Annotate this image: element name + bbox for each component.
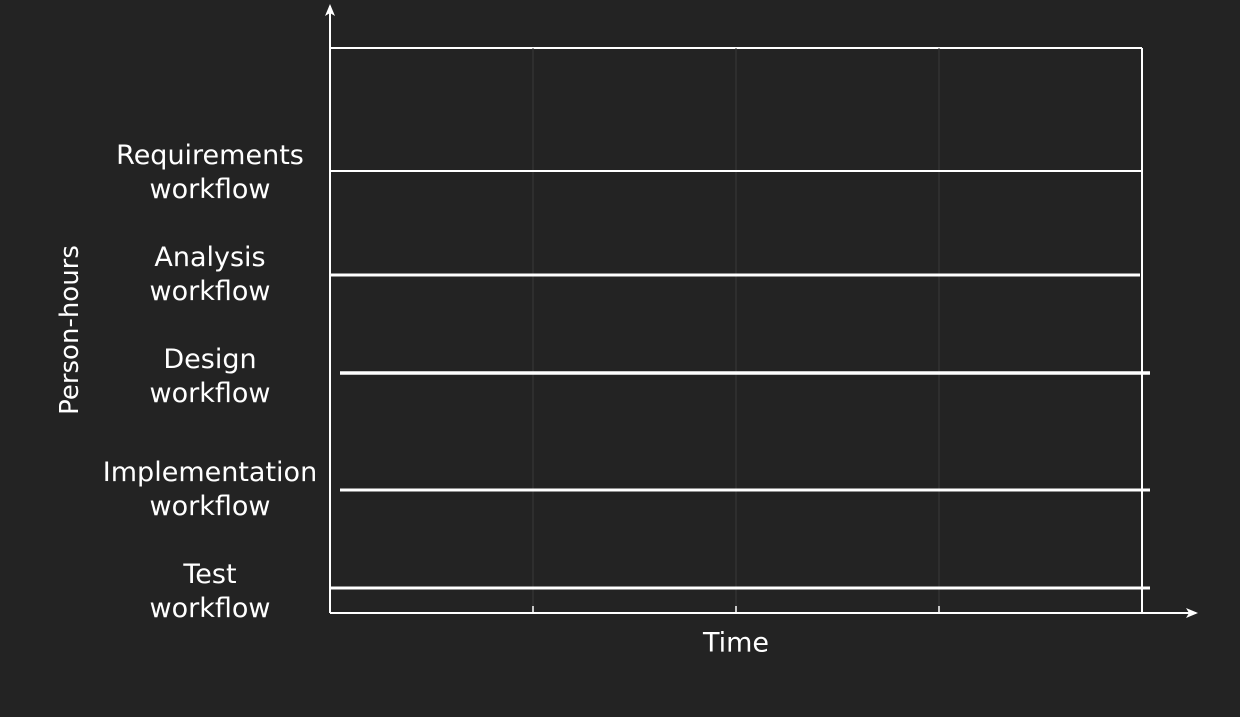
workflow-suffix: workflow — [149, 378, 271, 409]
workflow-suffix: workflow — [149, 174, 271, 205]
workflow-label-implementation: Implementation workflow — [80, 456, 340, 524]
workflow-label-design: Design workflow — [80, 343, 340, 411]
workflow-label-requirements: Requirements workflow — [80, 139, 340, 207]
workflow-label-analysis: Analysis workflow — [80, 241, 340, 309]
workflow-suffix: workflow — [149, 276, 271, 307]
workflow-name: Requirements — [116, 140, 304, 171]
x-axis-label: Time — [702, 627, 770, 659]
workflow-name: Analysis — [154, 242, 266, 273]
workflow-label-test: Test workflow — [80, 558, 340, 626]
workflow-name: Test — [183, 559, 237, 590]
workflow-name: Implementation — [102, 457, 318, 488]
workflow-suffix: workflow — [149, 593, 271, 624]
workflow-name: Design — [163, 344, 257, 375]
workflow-suffix: workflow — [149, 491, 271, 522]
